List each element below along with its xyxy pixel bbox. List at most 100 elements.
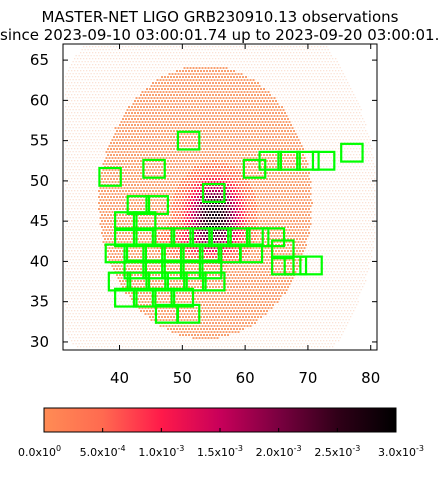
map-pixel xyxy=(246,115,249,117)
map-pixel xyxy=(176,184,178,186)
sky-grid-point xyxy=(269,58,271,60)
map-pixel xyxy=(164,148,166,150)
sky-grid-point xyxy=(114,103,116,105)
map-pixel xyxy=(159,175,162,177)
sky-grid-point xyxy=(134,94,136,96)
sky-grid-point xyxy=(93,61,95,63)
sky-grid-point xyxy=(162,73,164,75)
map-pixel xyxy=(122,124,124,126)
sky-grid-point xyxy=(255,79,257,81)
map-pixel xyxy=(140,124,142,126)
sky-grid-point xyxy=(120,91,122,93)
sky-grid-point xyxy=(257,52,259,54)
sky-grid-point xyxy=(338,100,340,102)
sky-grid-point xyxy=(284,46,286,48)
map-pixel xyxy=(228,139,231,141)
map-pixel xyxy=(167,160,169,162)
sky-grid-point xyxy=(362,124,364,126)
map-pixel xyxy=(245,88,247,90)
map-pixel xyxy=(252,145,255,147)
sky-grid-point xyxy=(149,58,151,60)
map-pixel xyxy=(210,79,213,81)
map-pixel xyxy=(165,115,168,117)
map-pixel xyxy=(156,103,159,105)
map-pixel xyxy=(230,70,232,72)
map-pixel xyxy=(239,196,241,198)
sky-grid-point xyxy=(98,112,100,114)
map-pixel xyxy=(257,196,259,198)
map-pixel xyxy=(264,115,267,117)
map-pixel xyxy=(203,148,205,150)
sky-grid-point xyxy=(113,58,115,60)
sky-grid-point xyxy=(72,73,74,75)
sky-grid-point xyxy=(240,49,242,51)
map-pixel xyxy=(174,127,177,129)
map-pixel xyxy=(183,139,186,141)
sky-grid-point xyxy=(336,73,338,75)
map-pixel xyxy=(275,178,277,180)
map-pixel xyxy=(140,178,142,180)
sky-grid-point xyxy=(101,58,103,60)
map-pixel xyxy=(161,136,163,138)
sky-grid-point xyxy=(75,61,77,63)
map-pixel xyxy=(272,142,274,144)
sky-grid-point xyxy=(308,70,310,72)
map-pixel xyxy=(279,139,282,141)
sky-grid-point xyxy=(83,196,85,198)
map-pixel xyxy=(156,193,159,195)
map-pixel xyxy=(128,130,130,132)
sky-grid-point xyxy=(143,46,145,48)
sky-grid-point xyxy=(99,55,101,57)
map-pixel xyxy=(237,79,240,81)
map-pixel xyxy=(201,127,204,129)
sky-grid-point xyxy=(327,193,329,195)
sky-grid-point xyxy=(84,67,86,69)
map-pixel xyxy=(168,133,171,135)
sky-grid-point xyxy=(143,58,145,60)
sky-grid-point xyxy=(336,79,338,81)
sky-grid-point xyxy=(360,181,362,183)
map-pixel xyxy=(180,181,183,183)
map-pixel xyxy=(110,154,112,156)
sky-grid-point xyxy=(102,139,104,141)
map-pixel xyxy=(116,154,118,156)
map-pixel xyxy=(176,118,178,120)
map-pixel xyxy=(174,157,177,159)
sky-grid-point xyxy=(330,67,332,69)
sky-grid-point xyxy=(323,112,325,114)
sky-grid-point xyxy=(341,166,343,168)
map-pixel xyxy=(216,73,219,75)
sky-grid-point xyxy=(89,166,91,168)
map-pixel xyxy=(239,130,241,132)
sky-grid-point xyxy=(314,124,316,126)
map-pixel xyxy=(287,172,289,174)
map-pixel xyxy=(248,196,250,198)
sky-grid-point xyxy=(84,73,86,75)
sky-grid-point xyxy=(89,64,91,66)
map-pixel xyxy=(135,151,138,153)
map-pixel xyxy=(251,130,253,132)
sky-grid-point xyxy=(287,88,289,90)
sky-grid-point xyxy=(78,55,80,57)
sky-grid-point xyxy=(87,127,89,129)
map-pixel xyxy=(123,187,126,189)
sky-grid-point xyxy=(335,64,337,66)
sky-grid-point xyxy=(305,76,307,78)
map-pixel xyxy=(146,130,148,132)
map-pixel xyxy=(251,172,253,174)
map-pixel xyxy=(207,121,210,123)
sky-grid-point xyxy=(99,109,101,111)
sky-grid-point xyxy=(336,121,338,123)
map-pixel xyxy=(302,190,304,192)
sky-grid-point xyxy=(177,67,179,69)
sky-grid-point xyxy=(66,187,68,189)
sky-grid-point xyxy=(69,127,71,129)
sky-grid-point xyxy=(342,91,344,93)
map-pixel xyxy=(224,76,226,78)
map-pixel xyxy=(180,151,183,153)
sky-grid-point xyxy=(300,91,302,93)
map-pixel xyxy=(218,130,220,132)
sky-grid-point xyxy=(269,82,271,84)
map-pixel xyxy=(132,121,135,123)
